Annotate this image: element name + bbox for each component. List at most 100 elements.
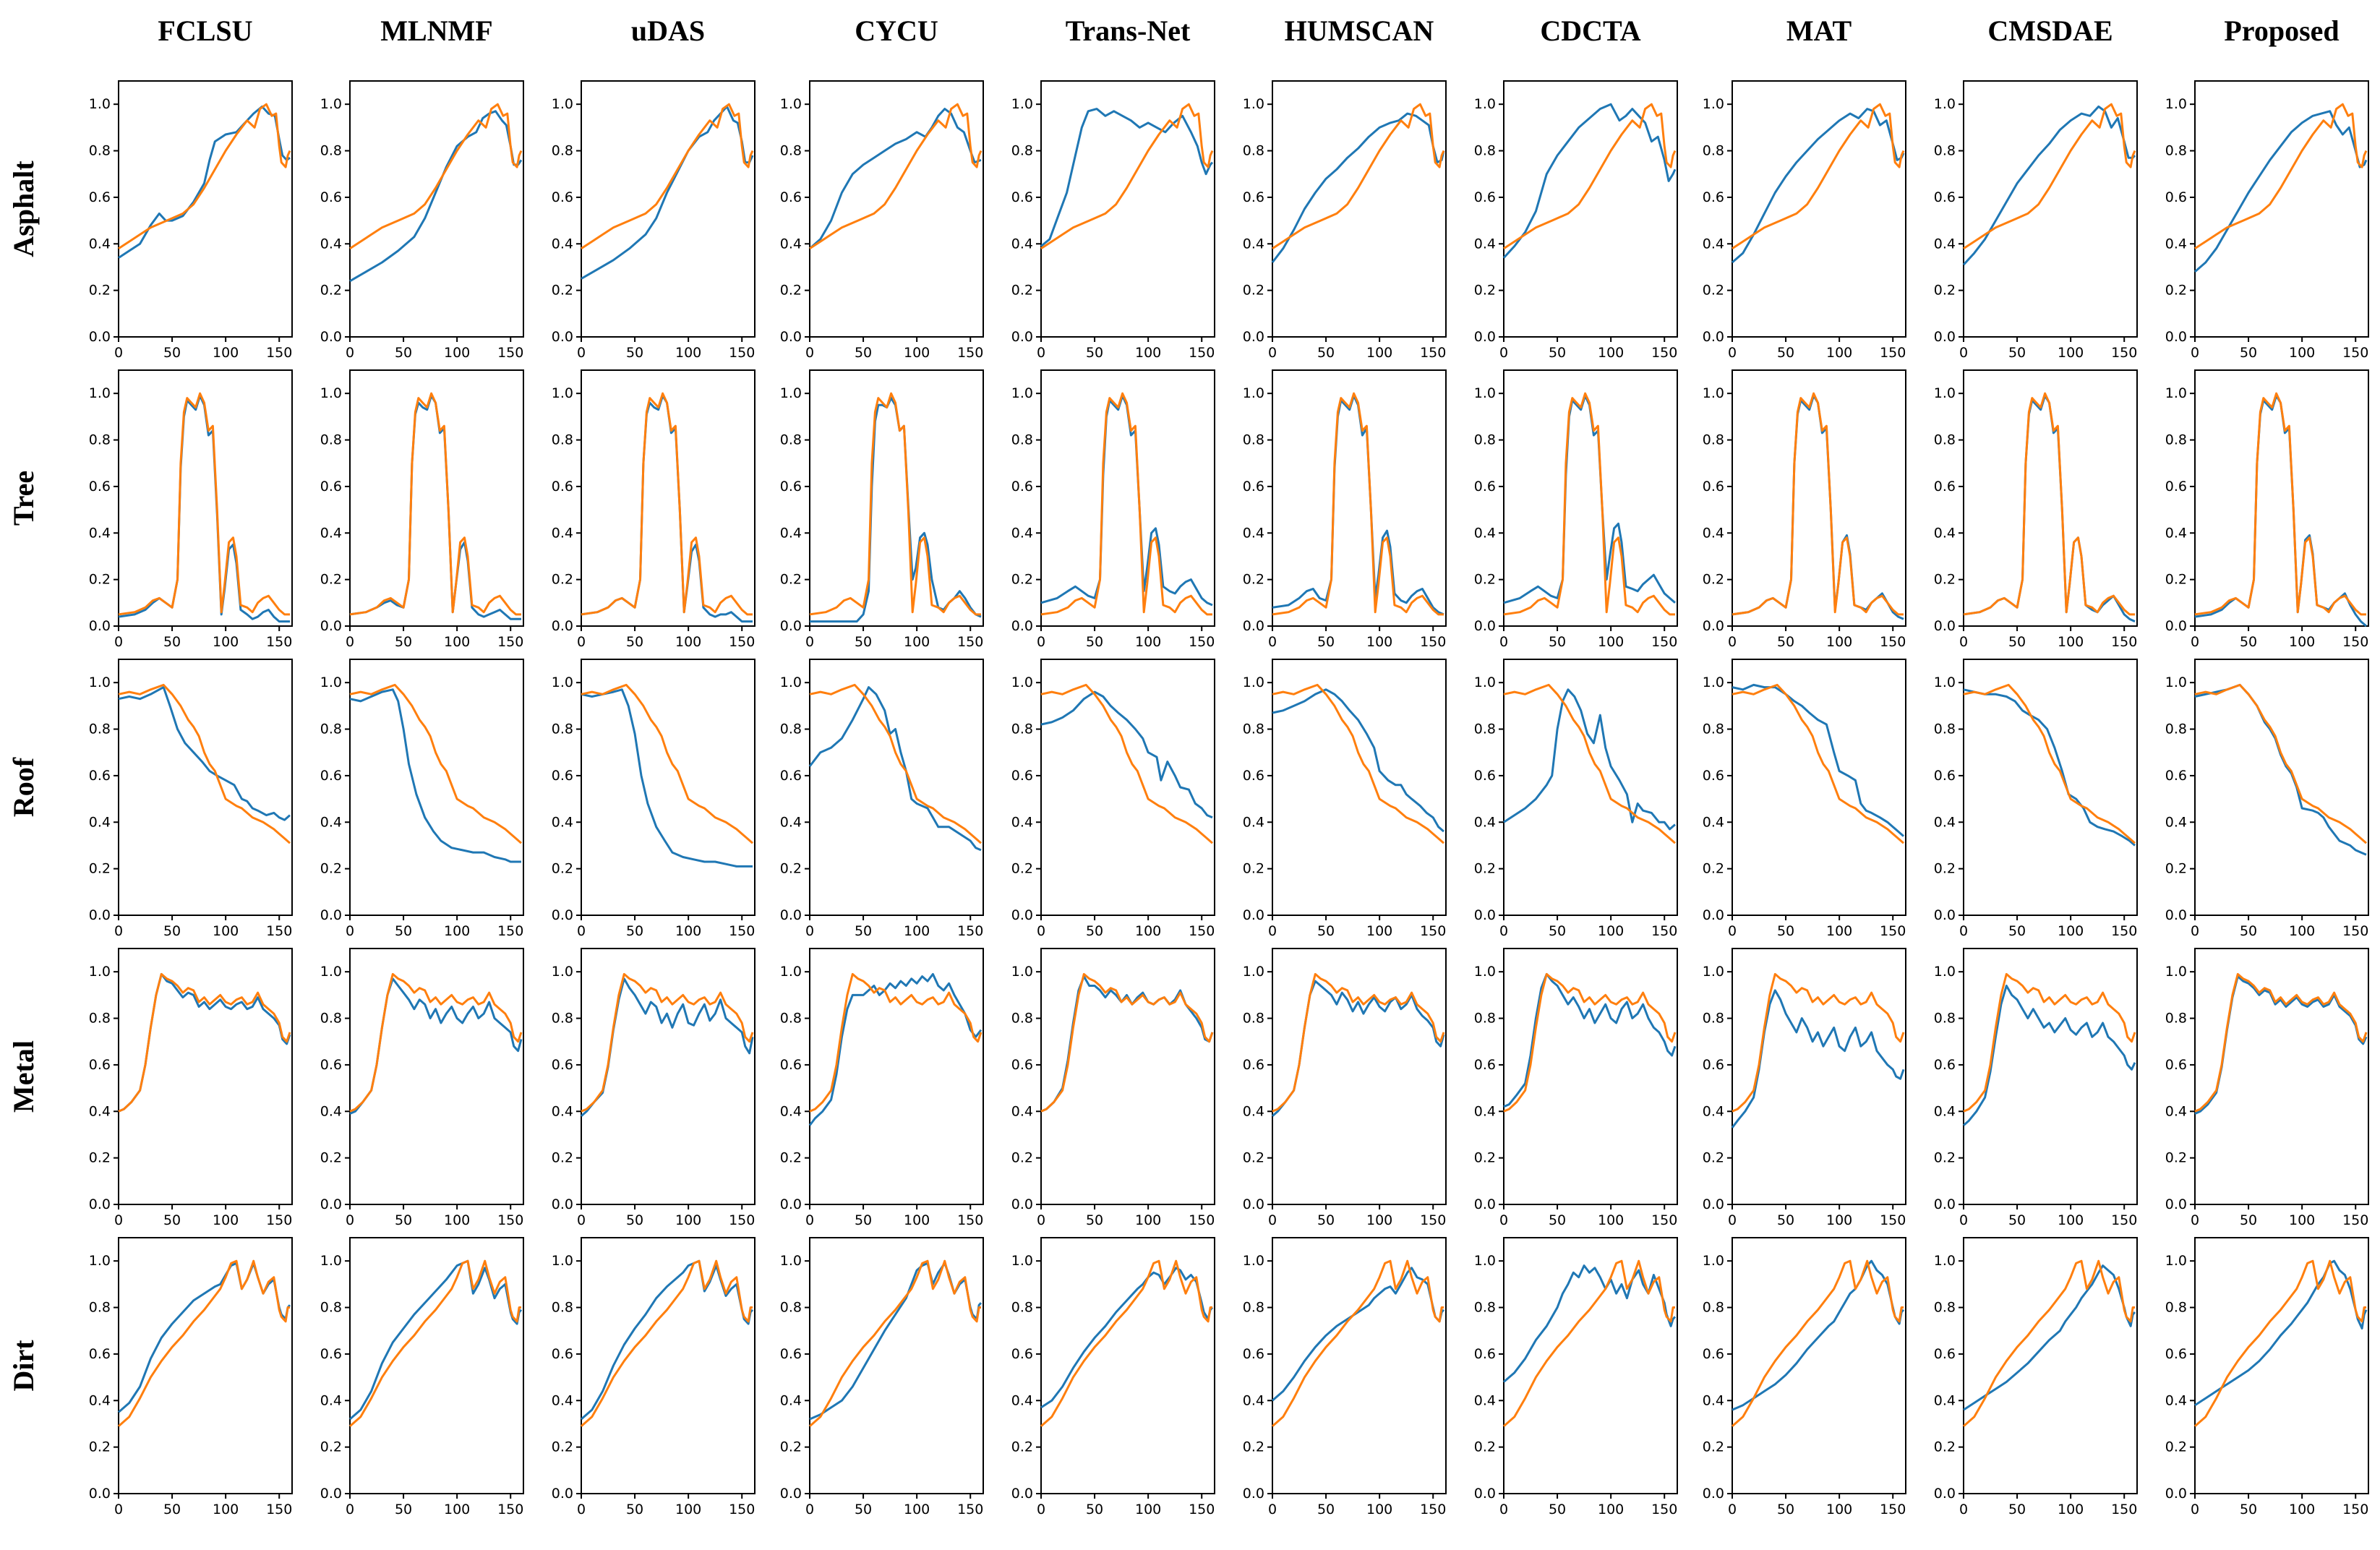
x-tick-label: 100 — [904, 345, 930, 361]
x-tick-label: 150 — [1420, 1212, 1446, 1228]
y-tick-label: 0.4 — [1934, 1392, 1956, 1408]
x-tick-label: 100 — [213, 923, 239, 939]
y-tick-label: 1.0 — [1703, 385, 1724, 401]
y-tick-label: 1.0 — [89, 385, 111, 401]
x-tick-label: 0 — [1728, 923, 1737, 939]
subplot-tree-mat: 0.0 0.2 0.4 0.6 0.8 1.0 0 50 100 150 — [1703, 369, 1906, 650]
y-tick-label: 0.6 — [1011, 1346, 1033, 1362]
y-tick-label: 0.2 — [2165, 283, 2187, 299]
x-tick-label: 100 — [675, 1212, 701, 1228]
x-tick-label: 50 — [855, 1502, 872, 1517]
y-tick-label: 0.6 — [780, 768, 802, 784]
plot-frame — [581, 948, 755, 1205]
x-tick-label: 100 — [1598, 345, 1624, 361]
y-tick-label: 0.2 — [1243, 1439, 1264, 1455]
subplot-metal-mlnmf: 0.0 0.2 0.4 0.6 0.8 1.0 0 50 100 150 — [320, 948, 524, 1228]
y-tick-label: 0.8 — [1474, 143, 1496, 159]
x-tick-label: 50 — [626, 1212, 643, 1228]
estimated-signature-line — [1963, 688, 2136, 847]
y-tick-label: 0.8 — [780, 722, 802, 737]
subplot-tree-cmsdae: 0.0 0.2 0.4 0.6 0.8 1.0 0 50 100 150 — [1934, 369, 2138, 650]
reference-signature-line — [2194, 683, 2367, 844]
x-tick-label: 100 — [1598, 923, 1624, 939]
reference-signature-line — [118, 1259, 290, 1427]
y-tick-label: 0.8 — [1703, 432, 1724, 448]
subplot-dirt-mlnmf: 0.0 0.2 0.4 0.6 0.8 1.0 0 50 100 150 — [320, 1237, 524, 1517]
subplot-dirt-proposed: 0.0 0.2 0.4 0.6 0.8 1.0 0 50 100 150 — [2165, 1237, 2369, 1517]
x-tick-label: 0 — [1268, 1502, 1277, 1517]
x-tick-label: 150 — [1420, 634, 1446, 650]
y-tick-label: 0.0 — [780, 329, 802, 345]
x-tick-label: 0 — [805, 1212, 814, 1228]
y-tick-label: 0.4 — [552, 1103, 573, 1119]
y-tick-label: 1.0 — [780, 385, 802, 401]
x-tick-label: 50 — [1317, 634, 1335, 650]
y-tick-label: 0.2 — [552, 283, 573, 299]
y-tick-label: 0.2 — [780, 283, 802, 299]
column-title-udas: uDAS — [631, 14, 705, 47]
x-tick-label: 0 — [346, 923, 354, 939]
reference-signature-line — [118, 683, 291, 844]
reference-signature-line — [1503, 972, 1677, 1113]
plot-frame — [2194, 80, 2369, 338]
x-tick-label: 100 — [213, 1502, 239, 1517]
plot-frame — [1963, 80, 2138, 338]
y-tick-label: 1.0 — [1243, 385, 1264, 401]
x-tick-label: 50 — [855, 634, 872, 650]
y-tick-label: 0.0 — [1011, 907, 1033, 923]
y-tick-label: 0.0 — [1011, 329, 1033, 345]
x-tick-label: 150 — [1189, 345, 1215, 361]
x-tick-label: 150 — [1189, 1502, 1215, 1517]
y-tick-label: 0.4 — [1243, 525, 1264, 541]
x-tick-label: 100 — [1366, 923, 1392, 939]
x-tick-label: 100 — [1366, 1212, 1392, 1228]
y-tick-label: 0.4 — [89, 1392, 111, 1408]
x-tick-label: 0 — [2191, 345, 2199, 361]
plot-frame — [1503, 1237, 1678, 1494]
estimated-signature-line — [808, 686, 982, 852]
x-tick-label: 100 — [1366, 345, 1392, 361]
y-tick-label: 0.8 — [780, 432, 802, 448]
y-tick-label: 1.0 — [1474, 1253, 1496, 1269]
reference-signature-line — [581, 972, 754, 1113]
x-tick-label: 50 — [855, 923, 872, 939]
y-tick-label: 0.2 — [89, 1439, 111, 1455]
x-tick-label: 50 — [2008, 634, 2026, 650]
y-tick-label: 0.6 — [2165, 768, 2187, 784]
y-tick-label: 0.0 — [1703, 329, 1724, 345]
x-tick-label: 150 — [1420, 1502, 1446, 1517]
reference-signature-line — [581, 392, 753, 616]
x-tick-label: 100 — [1366, 1502, 1392, 1517]
y-tick-label: 0.8 — [1934, 432, 1956, 448]
y-tick-label: 0.8 — [320, 1300, 342, 1316]
y-tick-label: 0.2 — [1703, 283, 1724, 299]
subplot-roof-humscan: 0.0 0.2 0.4 0.6 0.8 1.0 0 50 100 150 — [1243, 659, 1447, 939]
y-tick-label: 0.6 — [1011, 479, 1033, 494]
y-tick-label: 0.4 — [1474, 814, 1496, 830]
subplot-metal-cdcta: 0.0 0.2 0.4 0.6 0.8 1.0 0 50 100 150 — [1474, 948, 1678, 1228]
x-tick-label: 150 — [957, 345, 983, 361]
y-tick-label: 0.2 — [2165, 572, 2187, 588]
subplot-asphalt-humscan: 0.0 0.2 0.4 0.6 0.8 1.0 0 50 100 150 — [1243, 80, 1447, 361]
x-tick-label: 0 — [1037, 634, 1045, 650]
x-tick-label: 50 — [2008, 923, 2026, 939]
y-tick-label: 0.4 — [1243, 1392, 1264, 1408]
estimated-signature-line — [1503, 688, 1676, 831]
y-tick-label: 0.4 — [320, 525, 342, 541]
subplot-asphalt-udas: 0.0 0.2 0.4 0.6 0.8 1.0 0 50 100 150 — [552, 80, 755, 361]
y-tick-label: 1.0 — [552, 385, 573, 401]
x-tick-label: 150 — [1880, 1212, 1906, 1228]
plot-frame — [349, 659, 524, 916]
subplot-tree-udas: 0.0 0.2 0.4 0.6 0.8 1.0 0 50 100 150 — [552, 369, 755, 650]
y-tick-label: 0.8 — [89, 722, 111, 737]
y-tick-label: 0.2 — [1243, 1150, 1264, 1166]
x-tick-label: 0 — [114, 634, 123, 650]
x-tick-label: 50 — [1777, 1502, 1794, 1517]
x-tick-label: 150 — [957, 1212, 983, 1228]
y-tick-label: 0.6 — [1934, 479, 1956, 494]
x-tick-label: 100 — [675, 345, 701, 361]
y-tick-label: 1.0 — [1934, 96, 1956, 112]
subplot-asphalt-cmsdae: 0.0 0.2 0.4 0.6 0.8 1.0 0 50 100 150 — [1934, 80, 2138, 361]
subplot-metal-proposed: 0.0 0.2 0.4 0.6 0.8 1.0 0 50 100 150 — [2165, 948, 2369, 1228]
x-tick-label: 50 — [855, 1212, 872, 1228]
